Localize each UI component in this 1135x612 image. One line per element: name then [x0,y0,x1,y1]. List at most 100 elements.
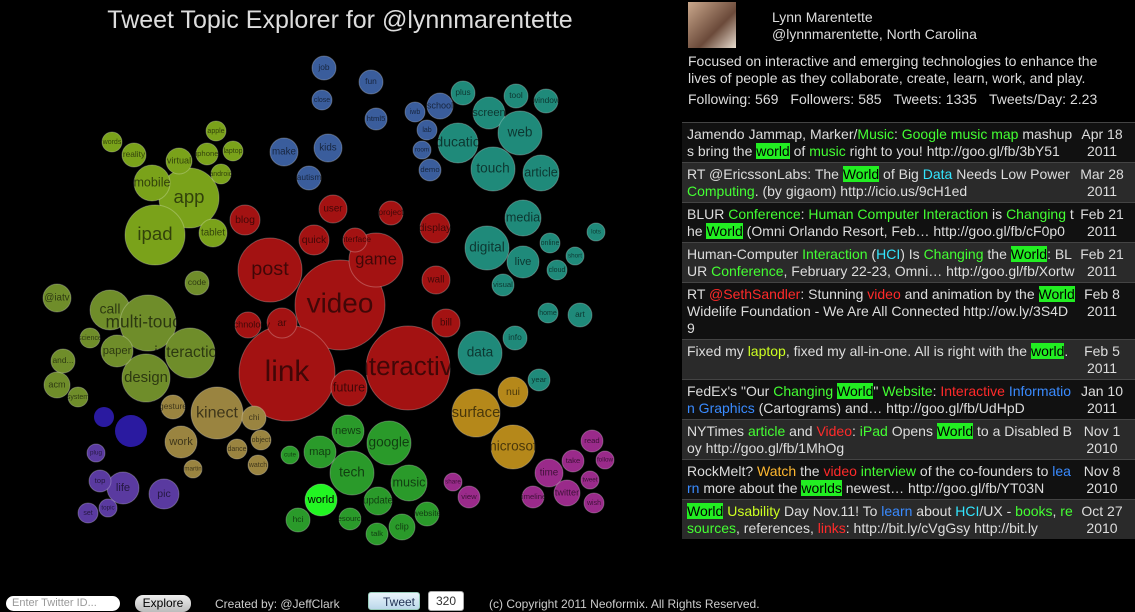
tweet-row: FedEx's "Our Changing World" Website: In… [682,379,1135,419]
bubble [451,388,501,438]
bubble [490,424,536,470]
bubble-label: future [333,380,365,394]
tweet-text: Human-Computer Interaction (HCI) Is Chan… [687,246,1075,279]
bubble-label: post [251,258,289,280]
bubble [412,140,432,160]
explore-button[interactable]: Explore [135,595,191,612]
bubble-label: take [566,456,581,465]
copyright: (c) Copyright 2011 Neoformix. All Rights… [489,597,760,611]
bubble-label: follow [597,457,614,464]
bubble [184,270,210,296]
bubble [94,407,114,427]
stat: Following: 569 [688,91,784,107]
bubble [190,386,244,440]
bubble-label: touch [476,161,509,176]
bubble [567,302,593,328]
bubble [67,386,89,408]
bubble-label: google [369,435,410,450]
bubble [318,194,348,224]
bubble-label: resource [335,514,365,523]
bubble-label: world [307,494,335,506]
tweet-text: RT @EricssonLabs: The World of Big Data … [687,166,1070,199]
tweet-date: Mar 28 2011 [1080,166,1124,199]
bubble [164,327,216,379]
footer: Enter Twitter ID... Explore Created by: … [0,591,1135,612]
bubble [330,369,368,407]
bubble-label: code [188,277,207,287]
bubble [160,394,186,420]
bubble [133,164,171,202]
tweet-date: Oct 27 2010 [1081,503,1123,536]
tweet-text: BLUR Conference: Human Computer Interact… [687,206,1074,239]
bubble-label: art [575,309,585,319]
tweet-text: Jamendo Jammap, Marker/Music: Google mus… [687,126,1073,159]
tweet-row: NYTimes article and Video: iPad Opens Wo… [682,419,1135,459]
bubble-label: project [378,207,404,217]
bubble [250,429,272,451]
bubble [527,368,551,392]
tweet-text: Fixed my laptop, fixed my all-in-one. Al… [687,343,1069,359]
tweet-date: Nov 1 2010 [1083,423,1121,456]
bubble [580,470,600,490]
bubble-label: autism [297,172,322,182]
bubble [298,224,330,256]
tweet-date: Nov 8 2010 [1083,463,1121,496]
bubble-label: surface [452,405,501,421]
tweet-text: FedEx's "Our Changing World" Website: In… [687,383,1072,416]
bubble-label: school [427,100,453,110]
bubble [426,92,454,120]
tweet-date: Feb 5 2011 [1084,343,1120,376]
bubble-label: tech [339,465,365,480]
bubble-label: and... [53,355,74,365]
bubble [561,449,585,473]
bubble-label: watch [248,462,267,469]
bubble [79,327,101,349]
bubble [311,55,337,81]
tweet-date: Feb 21 2011 [1080,206,1124,239]
bubble [148,478,180,510]
bubble-label: apple [207,128,224,135]
bubble-label: music [393,475,426,489]
bubble-label: cute [284,452,296,459]
bubble [534,458,564,488]
bubble-label: martin [184,466,202,473]
tweet-text: RockMelt? Watch the video interview of t… [687,463,1071,496]
tweet-row: World Usability Day Nov.11! To learn abo… [682,499,1135,539]
bubble [164,425,198,459]
title: Tweet Topic Explorer for @lynnmarentette [107,6,573,34]
bubble-label: set [83,510,92,517]
bubble [388,513,416,541]
bubble [497,110,543,156]
bubble [539,232,561,254]
bubble [431,308,461,338]
bubble-label: window [531,95,561,105]
bubble [121,142,147,168]
bubble-label: info [508,332,522,342]
bubble [404,101,426,123]
bubble [390,464,428,502]
bubble-label: hci [293,514,304,524]
bubble [416,119,438,141]
tweet-list: Jamendo Jammap, Marker/Music: Google mus… [682,122,1135,590]
bubble [115,415,147,447]
bubble [311,89,333,111]
twitter-id-input[interactable]: Enter Twitter ID... [6,596,120,611]
bubble-label: talk [371,529,383,538]
stat-label: Tweets: [893,91,942,107]
bubble-label: short [568,253,582,260]
bubble-label: pic [157,488,170,500]
profile-stats: Following: 569 Followers: 585 Tweets: 1335 Twe… [688,91,1109,107]
bubble-label: reality [123,149,146,159]
profile-handle: @lynnmarentette, North Carolina [772,26,977,42]
tweet-button[interactable]: Tweet [368,592,420,610]
bubble-label: tweet [582,477,597,484]
bubble-label: demo [420,165,439,174]
tweet-text: NYTimes article and Video: iPad Opens Wo… [687,423,1072,456]
bubble [205,120,227,142]
bubble [491,273,515,297]
bubble-label: top [95,476,106,485]
tweet-row: RockMelt? Watch the video interview of t… [682,459,1135,499]
bubble [266,307,298,339]
bubble [198,218,228,248]
